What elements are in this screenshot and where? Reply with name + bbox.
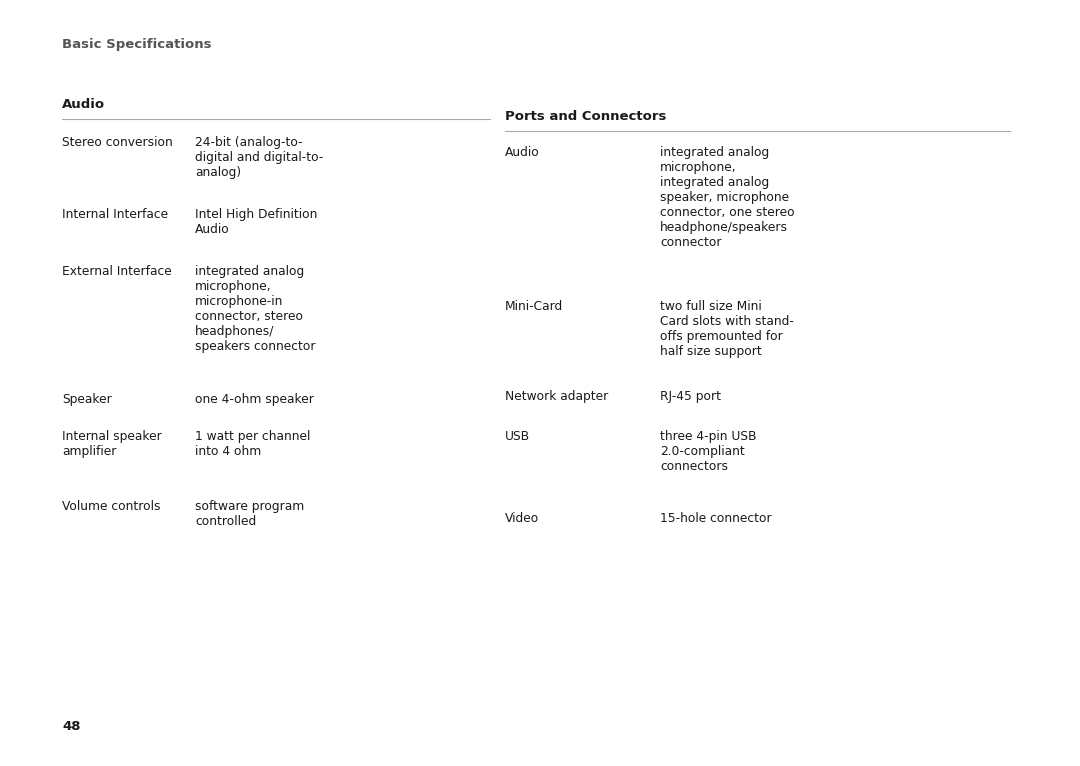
Text: 1 watt per channel
into 4 ohm: 1 watt per channel into 4 ohm [195,430,310,458]
Text: Video: Video [505,512,539,525]
Text: Internal speaker
amplifier: Internal speaker amplifier [62,430,162,458]
Text: two full size Mini
Card slots with stand-
offs premounted for
half size support: two full size Mini Card slots with stand… [660,300,794,358]
Text: integrated analog
microphone,
microphone-in
connector, stereo
headphones/
speake: integrated analog microphone, microphone… [195,265,315,353]
Text: RJ-45 port: RJ-45 port [660,390,721,403]
Text: Audio: Audio [505,146,540,159]
Text: Audio: Audio [62,98,105,111]
Text: Internal Interface: Internal Interface [62,208,168,221]
Text: 24-bit (analog-to-
digital and digital-to-
analog): 24-bit (analog-to- digital and digital-t… [195,136,323,179]
Text: Mini-Card: Mini-Card [505,300,564,313]
Text: Network adapter: Network adapter [505,390,608,403]
Text: Stereo conversion: Stereo conversion [62,136,173,149]
Text: integrated analog
microphone,
integrated analog
speaker, microphone
connector, o: integrated analog microphone, integrated… [660,146,795,249]
Text: three 4-pin USB
2.0-compliant
connectors: three 4-pin USB 2.0-compliant connectors [660,430,756,473]
Text: 15-hole connector: 15-hole connector [660,512,771,525]
Text: Intel High Definition
Audio: Intel High Definition Audio [195,208,318,236]
Text: External Interface: External Interface [62,265,172,278]
Text: USB: USB [505,430,530,443]
Text: one 4-ohm speaker: one 4-ohm speaker [195,393,314,406]
Text: 48: 48 [62,720,81,733]
Text: software program
controlled: software program controlled [195,500,305,528]
Text: Basic Specifications: Basic Specifications [62,38,212,51]
Text: Ports and Connectors: Ports and Connectors [505,110,666,123]
Text: Volume controls: Volume controls [62,500,161,513]
Text: Speaker: Speaker [62,393,111,406]
